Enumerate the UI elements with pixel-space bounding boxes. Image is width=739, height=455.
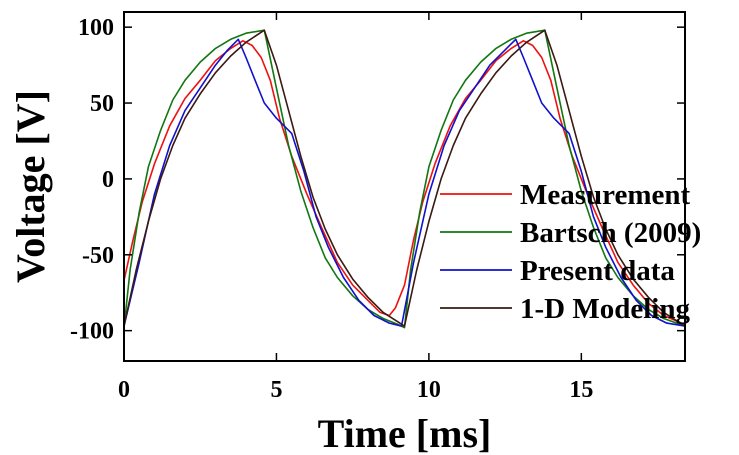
x-tick-label: 10 (417, 377, 441, 403)
y-tick-label: -100 (70, 319, 114, 345)
legend: Measurement Bartsch (2009) Present data 1-D… (440, 179, 701, 325)
x-axis-label: Time [ms] (318, 411, 492, 455)
x-tick-label: 0 (118, 377, 130, 403)
x-tick-label: 5 (270, 377, 282, 403)
series-line-3 (124, 38, 685, 327)
legend-label: 1-D Modeling (520, 293, 690, 325)
y-tick-label: 50 (90, 91, 114, 117)
legend-label: Bartsch (2009) (520, 217, 701, 249)
plot-area-frame (123, 11, 686, 362)
legend-label: Measurement (520, 179, 691, 211)
y-axis-label: Voltage [V] (8, 90, 53, 283)
series-layer (124, 29, 685, 329)
y-tick-label: 100 (78, 15, 114, 41)
legend-label: Present data (520, 255, 675, 287)
x-tick-label: 15 (569, 377, 593, 403)
series-line-4 (124, 29, 685, 327)
y-tick-label: 0 (102, 167, 114, 193)
y-tick-label: -50 (82, 243, 114, 269)
ticks-layer: 0 5 10 15 -100 -50 0 50 100 (70, 12, 685, 403)
